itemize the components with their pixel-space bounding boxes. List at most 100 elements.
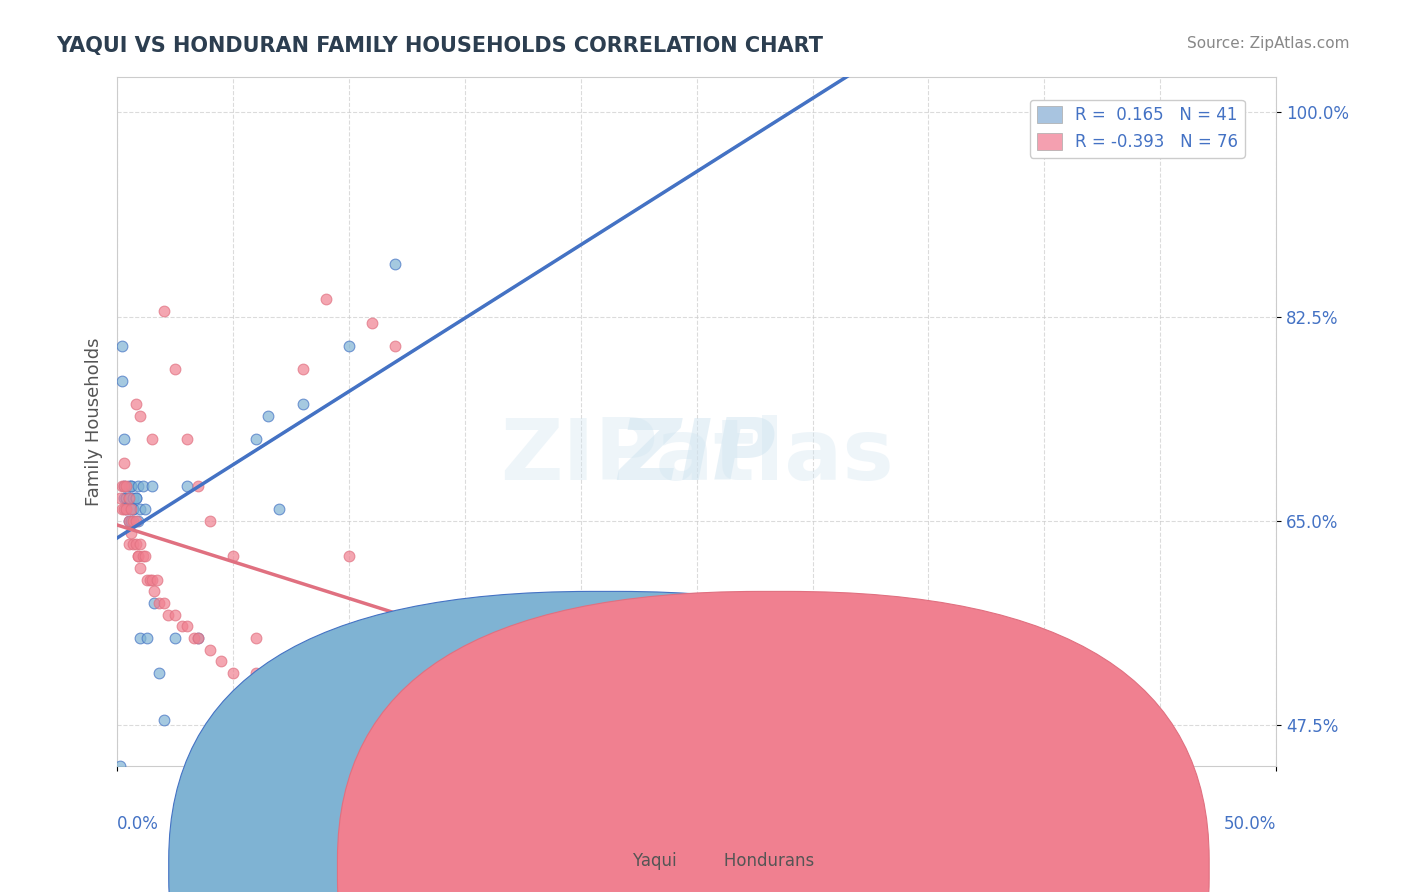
Point bbox=[131, 549, 153, 563]
Point bbox=[145, 573, 167, 587]
Point bbox=[337, 339, 360, 353]
Point bbox=[165, 631, 187, 645]
Text: ZIP: ZIP bbox=[617, 415, 776, 498]
Point bbox=[120, 479, 142, 493]
Point bbox=[430, 631, 453, 645]
Point bbox=[115, 502, 138, 516]
Point bbox=[569, 724, 592, 739]
Point bbox=[118, 514, 141, 528]
Point bbox=[176, 619, 198, 633]
Point bbox=[111, 479, 134, 493]
Legend: R =  0.165   N = 41, R = -0.393   N = 76: R = 0.165 N = 41, R = -0.393 N = 76 bbox=[1031, 100, 1244, 158]
Point bbox=[122, 537, 145, 551]
Point bbox=[176, 433, 198, 447]
Point bbox=[141, 433, 163, 447]
Point bbox=[337, 549, 360, 563]
Point bbox=[291, 362, 314, 376]
Point bbox=[165, 362, 187, 376]
Point bbox=[118, 514, 141, 528]
Text: 50.0%: 50.0% bbox=[1223, 814, 1277, 832]
Point bbox=[122, 491, 145, 505]
Text: ZIPatlas: ZIPatlas bbox=[499, 415, 894, 498]
Point bbox=[125, 537, 148, 551]
Point bbox=[280, 690, 302, 704]
Point bbox=[111, 339, 134, 353]
Point bbox=[361, 316, 384, 330]
Point bbox=[127, 514, 149, 528]
Point bbox=[245, 665, 267, 680]
Point bbox=[198, 642, 221, 657]
Point bbox=[315, 293, 337, 307]
Point bbox=[138, 573, 160, 587]
Point bbox=[523, 665, 546, 680]
Point bbox=[183, 631, 205, 645]
Point bbox=[337, 713, 360, 727]
Point bbox=[120, 514, 142, 528]
Point bbox=[211, 654, 233, 668]
Point bbox=[152, 713, 174, 727]
Point bbox=[122, 502, 145, 516]
Point bbox=[118, 491, 141, 505]
Point bbox=[454, 665, 477, 680]
Point bbox=[157, 607, 180, 622]
Point bbox=[112, 502, 135, 516]
Point bbox=[127, 549, 149, 563]
Text: 0.0%: 0.0% bbox=[117, 814, 159, 832]
Point bbox=[108, 491, 131, 505]
Point bbox=[662, 701, 685, 715]
Point bbox=[120, 502, 142, 516]
Text: YAQUI VS HONDURAN FAMILY HOUSEHOLDS CORRELATION CHART: YAQUI VS HONDURAN FAMILY HOUSEHOLDS CORR… bbox=[56, 36, 824, 55]
Point bbox=[257, 677, 280, 691]
Point bbox=[755, 713, 778, 727]
Point bbox=[141, 573, 163, 587]
Point bbox=[187, 631, 209, 645]
Point bbox=[616, 690, 638, 704]
Point bbox=[125, 514, 148, 528]
Point bbox=[120, 525, 142, 540]
Point bbox=[176, 479, 198, 493]
Point bbox=[129, 502, 152, 516]
Point bbox=[129, 537, 152, 551]
Point bbox=[111, 374, 134, 388]
Y-axis label: Family Households: Family Households bbox=[86, 338, 103, 506]
Point bbox=[477, 654, 499, 668]
Point bbox=[127, 479, 149, 493]
Point bbox=[112, 491, 135, 505]
Point bbox=[115, 491, 138, 505]
Point bbox=[112, 456, 135, 470]
Point bbox=[143, 596, 166, 610]
Point bbox=[172, 619, 194, 633]
Point bbox=[245, 433, 267, 447]
Point bbox=[384, 339, 406, 353]
Point bbox=[118, 479, 141, 493]
Point bbox=[112, 479, 135, 493]
Point bbox=[148, 596, 170, 610]
Point bbox=[291, 397, 314, 411]
Point bbox=[430, 736, 453, 750]
Point bbox=[143, 584, 166, 599]
Point bbox=[408, 642, 430, 657]
Point bbox=[129, 409, 152, 423]
Text: Yaqui         Hondurans: Yaqui Hondurans bbox=[592, 852, 814, 870]
Point bbox=[384, 257, 406, 271]
Point bbox=[122, 502, 145, 516]
Point bbox=[136, 631, 159, 645]
Point bbox=[1195, 853, 1218, 867]
Point bbox=[122, 514, 145, 528]
Point bbox=[222, 665, 245, 680]
Point bbox=[125, 491, 148, 505]
Point bbox=[269, 690, 291, 704]
Point bbox=[118, 491, 141, 505]
Point bbox=[115, 479, 138, 493]
Point bbox=[111, 502, 134, 516]
Point bbox=[801, 713, 824, 727]
Point bbox=[115, 491, 138, 505]
Point bbox=[136, 573, 159, 587]
Point bbox=[127, 549, 149, 563]
Point bbox=[569, 690, 592, 704]
Point bbox=[257, 409, 280, 423]
Point bbox=[120, 479, 142, 493]
Point bbox=[187, 631, 209, 645]
Point bbox=[269, 502, 291, 516]
Point bbox=[501, 690, 523, 704]
